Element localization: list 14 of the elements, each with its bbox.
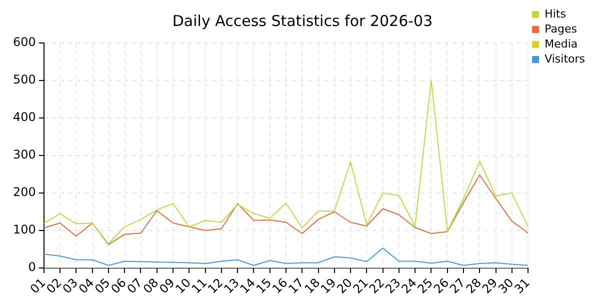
y-tick-label: 0: [28, 260, 36, 274]
y-tick-label: 600: [13, 35, 36, 50]
y-tick-label: 500: [13, 72, 36, 87]
y-tick-label: 200: [13, 185, 36, 200]
y-tick-label: 400: [13, 110, 36, 124]
x-tick-label: 01: [28, 276, 48, 296]
legend-label: Visitors: [544, 52, 586, 66]
legend-label: Hits: [544, 7, 566, 20]
legend-label: Media: [544, 37, 578, 50]
x-tick-label: 31: [512, 276, 532, 296]
y-tick-label: 100: [13, 222, 36, 237]
y-tick-label: 300: [13, 148, 36, 162]
legend-label: Pages: [544, 22, 578, 36]
chart-title: Daily Access Statistics for 2026-03: [172, 12, 433, 30]
